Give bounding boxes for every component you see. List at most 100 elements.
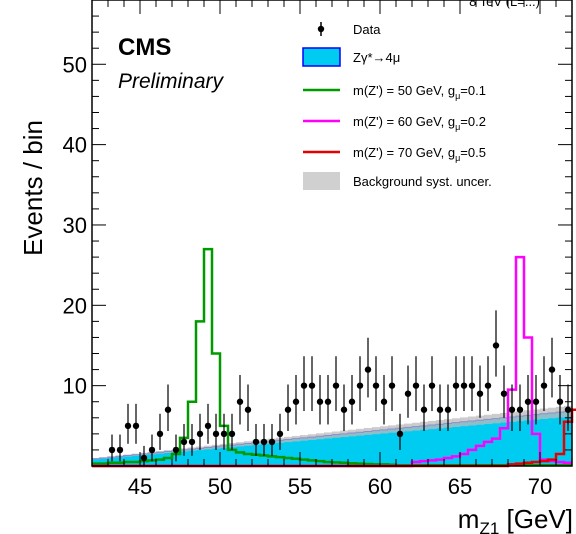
y-tick-label: 40 [63, 133, 87, 158]
background-bin [468, 421, 477, 466]
legend-uncertainty-label: Background syst. uncer. [353, 174, 492, 189]
uncertainty-band-bin [332, 431, 341, 438]
data-point [156, 413, 164, 450]
data-point [276, 413, 284, 450]
legend-signal-60-label: m(Z') = 60 GeV, gμ=0.2 [353, 114, 486, 132]
data-point-marker [300, 382, 308, 389]
uncertainty-band-bin [428, 420, 437, 430]
data-points-layer [108, 310, 572, 466]
data-point [188, 423, 196, 456]
data-point-marker [220, 430, 228, 438]
data-point [124, 403, 132, 444]
uncertainty-band-bin [452, 418, 461, 427]
y-tick-label: 50 [63, 52, 87, 77]
x-tick-label: 50 [208, 474, 232, 499]
data-point-marker [356, 382, 364, 389]
background-bin [196, 448, 205, 466]
data-point-marker [556, 398, 564, 405]
background-bin [524, 415, 533, 466]
data-point [564, 384, 572, 432]
data-point [236, 374, 244, 425]
uncertainty-band-bin [100, 457, 109, 459]
legend-data-marker [317, 22, 325, 36]
background-bin [324, 435, 333, 466]
legend-data-label: Data [353, 22, 381, 37]
x-tick-label: 45 [128, 474, 152, 499]
background-bin [308, 437, 317, 466]
uncertainty-band-bin [468, 416, 477, 426]
legend-signal-50-label: m(Z') = 50 GeV, gμ=0.1 [353, 83, 486, 101]
uncertainty-band-bin [164, 450, 173, 453]
data-point-marker [516, 406, 524, 413]
data-point-marker [428, 382, 436, 389]
uncertainty-band-bin [388, 425, 397, 433]
data-point-marker [508, 406, 516, 413]
uncertainty-band-bin [364, 427, 373, 435]
data-point [516, 384, 524, 432]
data-point [380, 374, 388, 425]
uncertainty-band-bin [92, 458, 101, 460]
data-point [524, 374, 532, 425]
data-point-marker [268, 438, 276, 446]
background-bin [476, 420, 485, 466]
data-point-marker [308, 382, 316, 389]
data-point [348, 374, 356, 425]
background-bin [100, 457, 109, 466]
background-bin [204, 447, 213, 466]
data-point [388, 356, 396, 412]
uncertainty-band-bin [540, 408, 549, 419]
uncertainty-band-bin [132, 453, 141, 456]
background-bin [236, 444, 245, 466]
data-point-marker [444, 406, 452, 413]
data-point [228, 413, 236, 450]
uncertainty-band-bin [460, 417, 469, 427]
y-axis-title: Events / bin [18, 120, 48, 256]
data-point-marker [164, 406, 172, 413]
uncertainty-band-bin [380, 426, 389, 434]
background-bin [284, 439, 293, 466]
data-point-marker [228, 430, 236, 438]
data-point [492, 310, 500, 377]
data-point [444, 384, 452, 432]
background-bin [460, 421, 469, 466]
data-point [460, 356, 468, 412]
data-point [172, 434, 180, 462]
data-point-marker [116, 446, 124, 454]
data-point-marker [468, 382, 476, 389]
uncertainty-band-bin [356, 428, 365, 436]
background-bin [436, 424, 445, 466]
uncertainty-band-bin [412, 422, 421, 431]
background-bin [420, 425, 429, 466]
background-bin [564, 411, 573, 466]
background-bin [340, 433, 349, 466]
data-point-marker [460, 382, 468, 389]
data-point-marker [380, 398, 388, 405]
data-point [508, 384, 516, 432]
data-point [436, 384, 444, 432]
uncertainty-band-bin [324, 432, 333, 439]
background-bin [516, 416, 525, 466]
uncertainty-band-bin [300, 435, 309, 441]
data-point-marker [204, 422, 212, 430]
background-bin [404, 427, 413, 466]
data-point-marker [212, 430, 220, 438]
uncertainty-band-bin [372, 427, 381, 435]
background-bin [132, 454, 141, 466]
data-point-marker [420, 406, 428, 413]
data-point [260, 423, 268, 456]
uncertainty-band-bin [292, 435, 301, 442]
data-point [292, 374, 300, 425]
data-point-marker [156, 430, 164, 438]
data-point [556, 374, 564, 425]
x-axis-title: mZ1 [GeV] [458, 504, 573, 534]
data-point [300, 356, 308, 412]
background-bin [428, 425, 437, 466]
data-point-marker [292, 398, 300, 405]
data-point-marker [276, 430, 284, 438]
data-point-marker [436, 406, 444, 413]
data-point-marker [372, 382, 380, 389]
data-point-marker [180, 438, 188, 446]
background-bin [412, 426, 421, 466]
data-point-marker [524, 398, 532, 405]
data-point-marker [132, 422, 140, 430]
